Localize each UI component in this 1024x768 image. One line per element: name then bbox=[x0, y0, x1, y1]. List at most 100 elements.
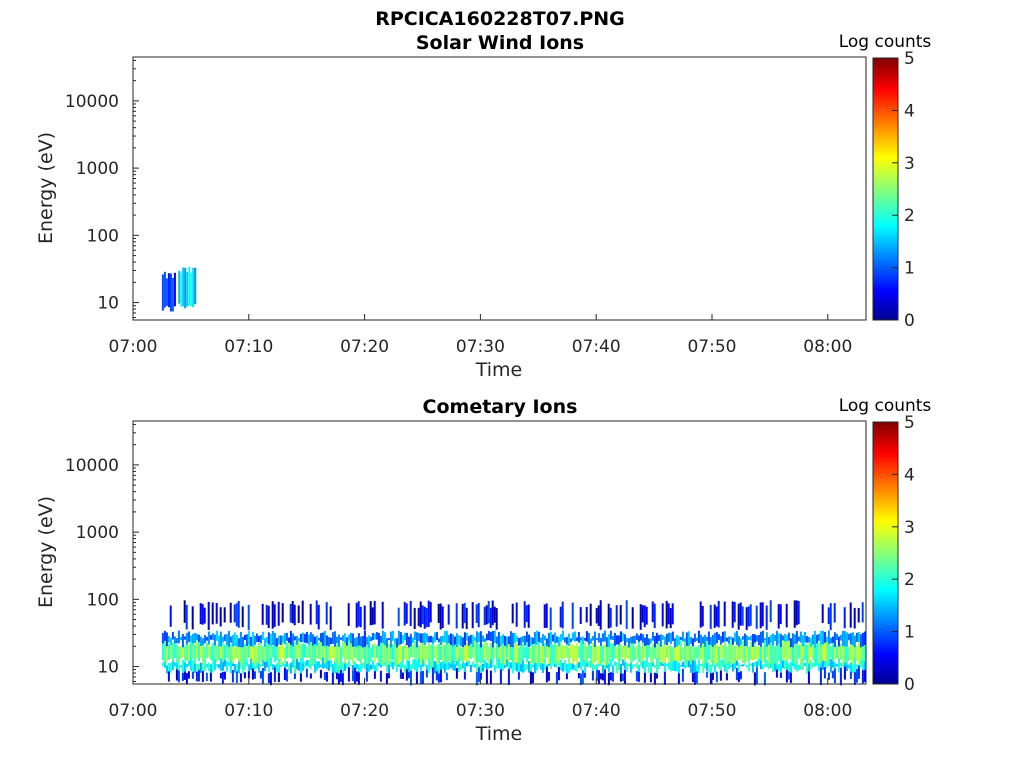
heatmap-cell bbox=[601, 664, 604, 674]
heatmap-cell bbox=[365, 662, 368, 673]
heatmap-cell bbox=[609, 672, 612, 681]
heatmap-cell bbox=[359, 606, 362, 628]
heatmap-cell bbox=[347, 603, 350, 626]
heatmap-cell bbox=[263, 644, 266, 662]
heatmap-cell bbox=[759, 642, 762, 661]
heatmap-cell bbox=[283, 647, 286, 664]
heatmap-cell bbox=[679, 664, 682, 667]
heatmap-cell bbox=[649, 668, 652, 683]
heatmap-cell bbox=[575, 663, 578, 672]
heatmap-cell bbox=[191, 606, 194, 630]
heatmap-cell bbox=[275, 641, 278, 661]
heatmap-cell bbox=[571, 602, 574, 629]
heatmap-cell bbox=[509, 662, 512, 669]
heatmap-cell bbox=[345, 642, 348, 660]
heatmap-cell bbox=[221, 642, 224, 663]
heatmap-cell bbox=[765, 605, 768, 630]
heatmap-cell bbox=[519, 637, 522, 646]
heatmap-cell bbox=[419, 664, 422, 672]
heatmap-cell bbox=[659, 647, 662, 660]
heatmap-cell bbox=[181, 672, 184, 681]
heatmap-cell bbox=[467, 644, 470, 659]
heatmap-cell bbox=[693, 646, 696, 661]
heatmap-cell bbox=[337, 634, 340, 647]
heatmap-cell bbox=[505, 636, 508, 648]
heatmap-cell bbox=[459, 663, 462, 671]
heatmap-cell bbox=[541, 659, 544, 673]
heatmap-cell bbox=[731, 645, 734, 664]
heatmap-cell bbox=[507, 660, 510, 670]
heatmap-cell bbox=[827, 641, 830, 663]
heatmap-cell bbox=[623, 642, 626, 663]
heatmap-cell bbox=[581, 670, 584, 684]
heatmap-cell bbox=[541, 634, 544, 646]
heatmap-cell bbox=[615, 605, 618, 627]
heatmap-cell bbox=[609, 659, 612, 667]
heatmap-cell bbox=[241, 637, 244, 648]
heatmap-cell bbox=[237, 659, 240, 674]
heatmap-cell bbox=[633, 635, 636, 644]
heatmap-cell bbox=[535, 630, 538, 645]
heatmap-cell bbox=[603, 666, 606, 685]
heatmap-cell bbox=[419, 643, 422, 664]
heatmap-cell bbox=[191, 640, 194, 659]
heatmap-cell bbox=[391, 661, 394, 670]
heatmap-cell bbox=[721, 631, 724, 643]
heatmap-cell bbox=[669, 608, 672, 629]
heatmap-cell bbox=[737, 662, 740, 672]
heatmap-cell bbox=[425, 646, 428, 660]
heatmap-cell bbox=[177, 658, 180, 671]
heatmap-cell bbox=[215, 603, 218, 624]
heatmap-cell bbox=[179, 636, 182, 641]
heatmap-cell bbox=[817, 659, 820, 672]
heatmap-cell bbox=[671, 631, 674, 641]
heatmap-cell bbox=[217, 635, 220, 647]
heatmap-cell bbox=[633, 647, 636, 661]
heatmap-cell bbox=[257, 642, 260, 664]
heatmap-cell bbox=[335, 658, 338, 673]
heatmap-cell bbox=[287, 664, 290, 672]
heatmap-cell bbox=[745, 641, 748, 662]
heatmap-cell bbox=[235, 642, 238, 659]
heatmap-cell bbox=[363, 630, 366, 647]
cometary-y-axis-label: Energy (eV) bbox=[35, 496, 57, 608]
y-tick-label: 10000 bbox=[65, 92, 119, 112]
heatmap-cell bbox=[169, 662, 172, 673]
heatmap-cell bbox=[205, 636, 208, 641]
heatmap-cell bbox=[485, 605, 488, 625]
y-tick-label: 10 bbox=[97, 658, 119, 678]
heatmap-cell bbox=[175, 644, 178, 663]
heatmap-cell bbox=[279, 635, 282, 645]
heatmap-cell bbox=[793, 634, 796, 645]
heatmap-cell bbox=[429, 635, 432, 643]
heatmap-cell bbox=[513, 643, 516, 663]
heatmap-cell bbox=[533, 632, 536, 644]
heatmap-cell bbox=[619, 663, 622, 674]
heatmap-cell bbox=[625, 662, 628, 672]
heatmap-cell bbox=[537, 631, 540, 642]
heatmap-cell bbox=[847, 633, 850, 641]
heatmap-cell bbox=[167, 663, 170, 672]
heatmap-cell bbox=[567, 659, 570, 674]
heatmap-cell bbox=[737, 639, 740, 660]
heatmap-cell bbox=[347, 640, 350, 661]
heatmap-cell bbox=[327, 657, 330, 671]
heatmap-cell bbox=[319, 669, 322, 679]
heatmap-cell bbox=[479, 645, 482, 664]
heatmap-cell bbox=[845, 642, 848, 665]
heatmap-cell bbox=[721, 645, 724, 659]
heatmap-cell bbox=[219, 631, 222, 647]
heatmap-cell bbox=[267, 659, 270, 673]
heatmap-cell bbox=[735, 646, 738, 661]
heatmap-cell bbox=[207, 601, 210, 630]
heatmap-cell bbox=[775, 641, 778, 666]
heatmap-cell bbox=[417, 632, 420, 642]
heatmap-cell bbox=[327, 637, 330, 647]
heatmap-cell bbox=[807, 663, 810, 672]
heatmap-cell bbox=[415, 644, 418, 662]
heatmap-cell bbox=[541, 642, 544, 664]
heatmap-cell bbox=[239, 632, 242, 648]
heatmap-cell bbox=[263, 661, 266, 672]
heatmap-cell bbox=[691, 658, 694, 674]
